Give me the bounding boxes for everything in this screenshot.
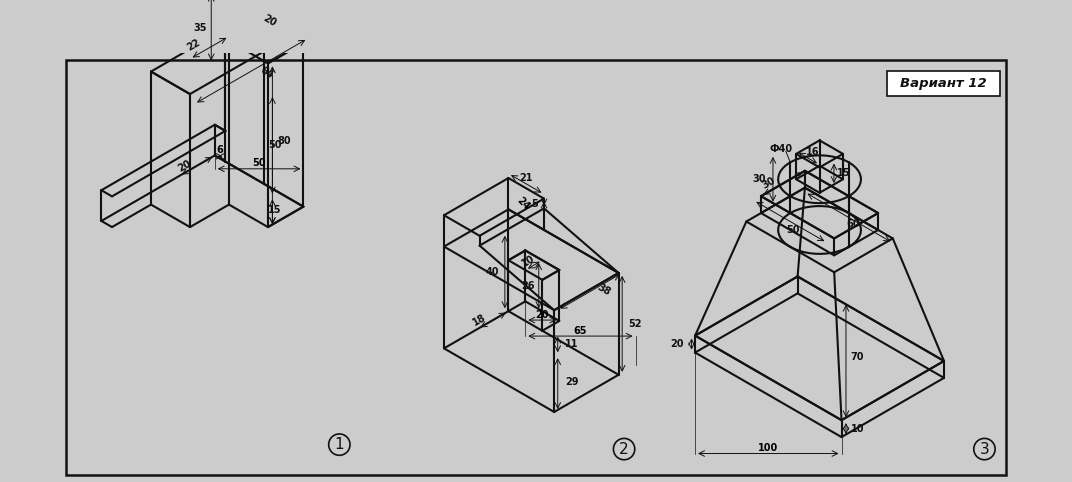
- Text: 20: 20: [536, 310, 549, 320]
- Text: 11: 11: [565, 339, 579, 349]
- Text: 6: 6: [217, 145, 223, 155]
- Text: 100: 100: [758, 443, 778, 453]
- Text: 10: 10: [851, 424, 864, 434]
- Text: 40: 40: [486, 267, 500, 277]
- Text: 5: 5: [532, 199, 538, 209]
- Text: 50: 50: [252, 158, 266, 168]
- Text: Ф40: Ф40: [770, 145, 793, 154]
- Text: 20: 20: [176, 158, 193, 174]
- Text: 30: 30: [760, 176, 777, 191]
- Text: 10: 10: [520, 253, 537, 268]
- Text: 50: 50: [268, 140, 282, 150]
- Text: 15: 15: [837, 168, 850, 178]
- Text: 35: 35: [194, 23, 207, 33]
- Text: 1: 1: [334, 437, 344, 452]
- Text: 38: 38: [596, 282, 612, 297]
- Text: 22: 22: [185, 37, 202, 53]
- Text: 2: 2: [620, 442, 629, 456]
- Text: Вариант 12: Вариант 12: [900, 77, 987, 90]
- Text: 16: 16: [805, 147, 819, 157]
- Text: 20: 20: [671, 339, 684, 349]
- Text: 24: 24: [515, 195, 531, 212]
- Text: 21: 21: [520, 173, 533, 183]
- Text: 30: 30: [753, 174, 766, 184]
- Text: 29: 29: [565, 377, 579, 387]
- Text: 26: 26: [521, 281, 535, 291]
- Text: 15: 15: [268, 205, 282, 215]
- Text: 3: 3: [980, 442, 989, 456]
- Text: 50: 50: [786, 226, 800, 235]
- Text: 70: 70: [851, 351, 864, 362]
- Text: 65: 65: [574, 326, 587, 336]
- Text: 64: 64: [258, 65, 274, 80]
- Bar: [887, 71, 1000, 96]
- Text: 80: 80: [278, 136, 291, 146]
- Text: 60: 60: [847, 219, 860, 229]
- Text: 18: 18: [471, 312, 488, 328]
- Text: 20: 20: [262, 13, 278, 28]
- Text: 52: 52: [628, 319, 641, 329]
